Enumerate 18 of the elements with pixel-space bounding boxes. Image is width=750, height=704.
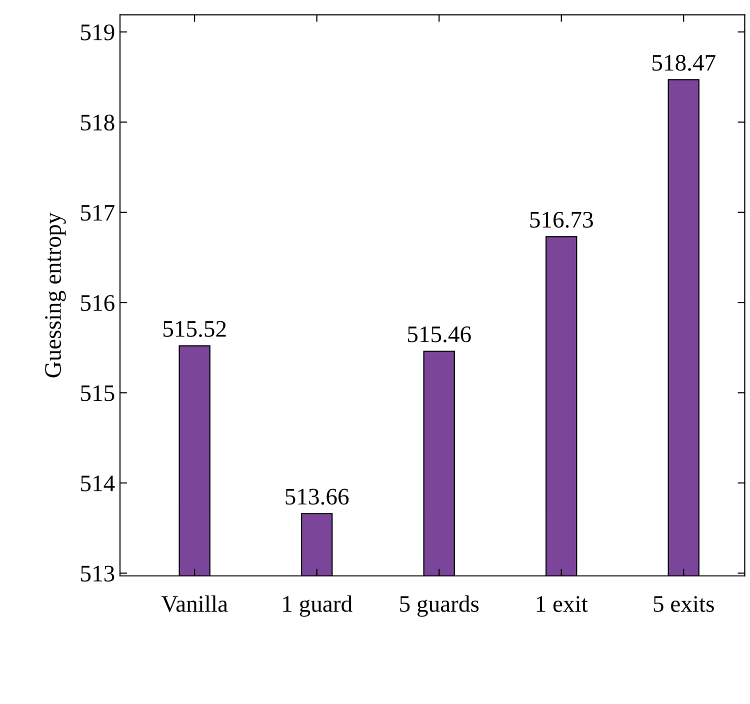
x-tick-label: 5 exits bbox=[654, 596, 714, 612]
y-tick-label: 515 bbox=[81, 385, 114, 402]
x-tick-label: 1 exit bbox=[536, 596, 588, 612]
y-tick-label: 517 bbox=[81, 204, 114, 221]
x-tick-label: 5 guards bbox=[400, 595, 479, 617]
x-tick-label: Vanilla bbox=[161, 595, 228, 612]
y-tick-label: 514 bbox=[81, 476, 115, 492]
y-tick-label: 513 bbox=[81, 566, 114, 582]
data-label: 518.47 bbox=[652, 54, 716, 71]
y-tick-label: 519 bbox=[81, 24, 114, 40]
data-label: 513.66 bbox=[286, 488, 349, 505]
y-tick-label: 518 bbox=[81, 114, 114, 131]
x-tick-label: 1 guard bbox=[283, 595, 352, 617]
data-label: 516.73 bbox=[530, 212, 593, 228]
y-tick-label: 516 bbox=[81, 295, 114, 311]
data-label: 515.46 bbox=[408, 326, 471, 342]
data-label: 515.52 bbox=[163, 321, 226, 337]
y-axis-title: Guessing entropy bbox=[45, 212, 66, 378]
